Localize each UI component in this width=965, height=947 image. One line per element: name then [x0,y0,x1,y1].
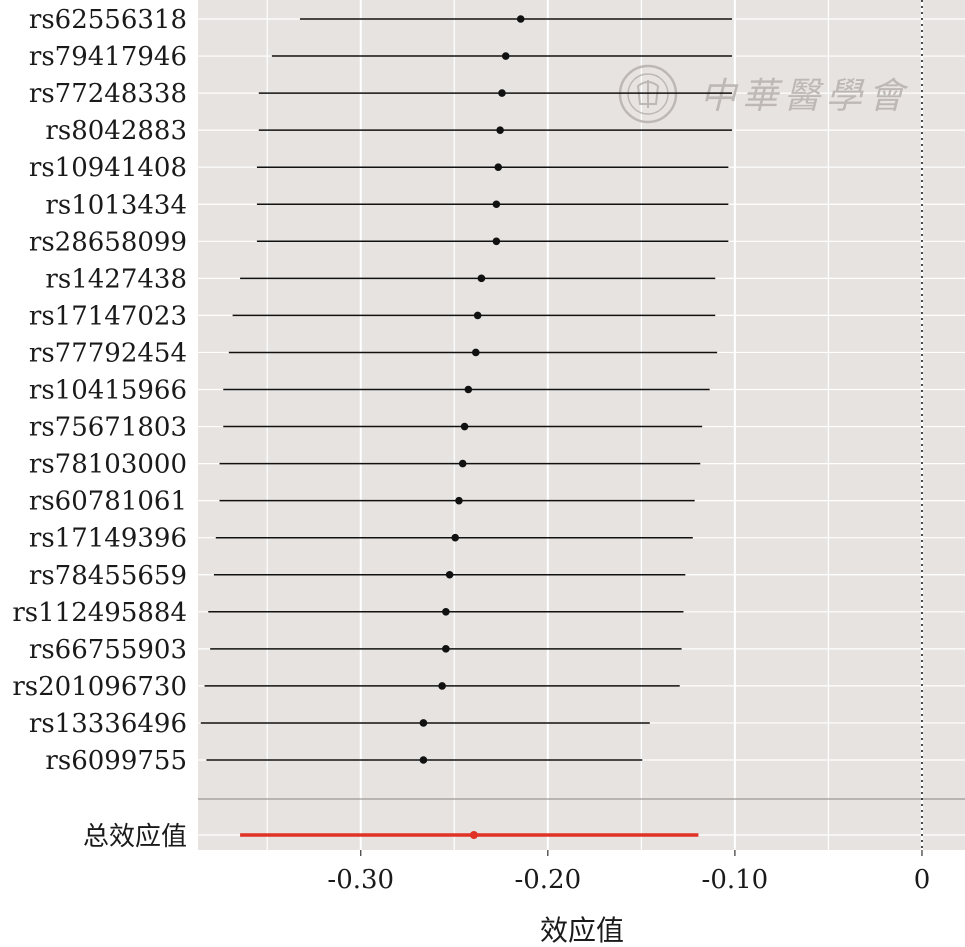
summary-label: 总效应值 [83,822,187,852]
row-label: rs112495884 [12,598,187,628]
summary-row [240,831,699,839]
watermark-text: 中華醫學會 [700,76,910,117]
row-label: rs77248338 [29,79,187,109]
estimate-point [445,570,454,579]
estimate-point [492,200,501,209]
row-label: rs78455659 [29,561,187,591]
row-label: rs79417946 [29,42,187,72]
estimate-point [501,52,510,60]
row-label: rs13336496 [29,709,187,739]
row-label: rs10415966 [29,376,187,406]
x-axis-title: 效应值 [540,914,624,947]
estimate-point [438,682,446,690]
estimate-point [496,126,504,134]
estimate-point [442,608,450,616]
estimate-point [472,348,480,357]
row-labels: rs62556318 rs79417946 rs77248338 rs8042883 r… [12,5,187,852]
estimate-point [494,163,503,171]
estimate-point [442,645,450,653]
row-label: rs1427438 [45,264,187,294]
estimate-point [498,89,506,97]
row-label: rs201096730 [12,672,187,702]
estimate-point [477,274,486,283]
row-label: rs66755903 [29,635,187,665]
row-label: rs10941408 [29,153,187,183]
x-tick-label: -0.30 [327,865,394,895]
x-tick-label: -0.20 [514,865,581,895]
row-label: rs17147023 [29,301,187,331]
row-label: rs77792454 [29,338,187,368]
watermark: 中華醫學會 [618,64,910,124]
estimate-rows [200,15,733,764]
estimate-point [516,15,525,23]
estimate-point [473,311,482,320]
estimate-point [460,422,469,431]
estimate-point [492,237,501,246]
estimate-point [419,756,428,764]
summary-point [469,831,478,839]
row-label: rs28658099 [29,227,187,257]
estimate-point [464,385,473,394]
estimate-point [451,533,460,542]
seal-icon [618,64,678,124]
row-label: rs6099755 [45,746,187,776]
estimate-point [455,496,463,505]
x-tick-label: -0.10 [702,865,769,895]
row-label: rs1013434 [45,190,187,220]
row-label: rs60781061 [29,487,187,517]
row-label: rs78103000 [29,450,187,480]
estimate-point [419,719,428,727]
plot-panel [198,0,965,850]
row-label: rs8042883 [45,116,187,146]
row-label: rs62556318 [29,5,187,35]
estimate-point [458,459,467,468]
row-label: rs75671803 [29,413,187,443]
x-tick-label: 0 [914,865,931,895]
x-axis-ticks: -0.30 -0.20 -0.10 0 [327,850,930,895]
row-label: rs17149396 [29,524,187,554]
